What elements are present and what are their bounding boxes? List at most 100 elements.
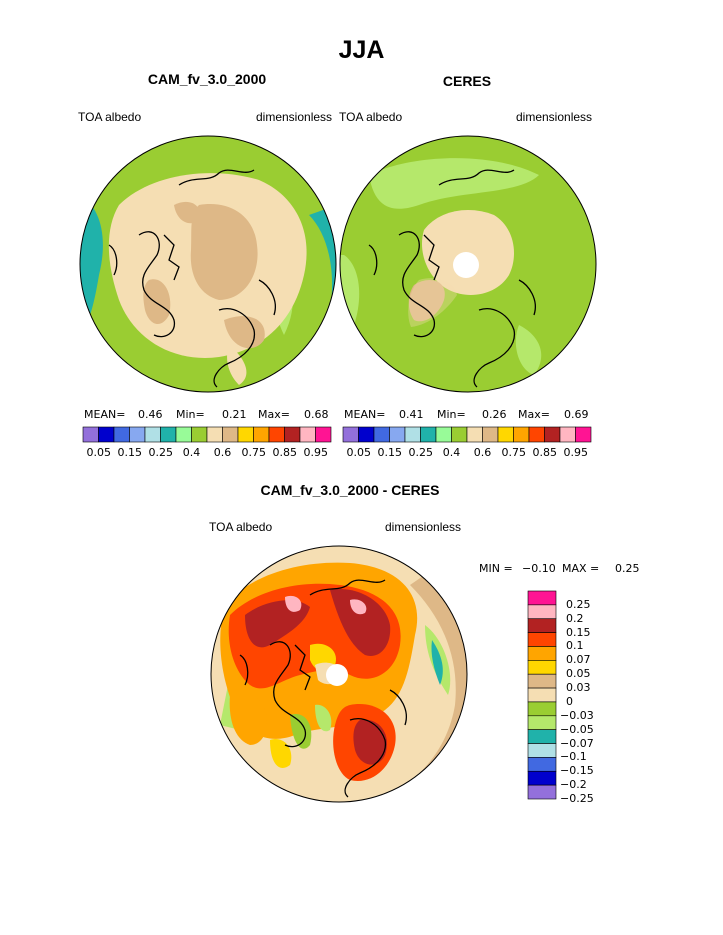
colorbar-tick-label: 0.2 [566,611,584,625]
colorbar-tick-label: 0.6 [213,446,232,459]
colorbar-tick-label: 0.15 [117,446,143,459]
min-label-model: Min= [176,408,205,421]
colorbar-swatch [527,729,557,744]
max-value-model: 0.68 [304,408,329,421]
colorbar-swatch [191,426,208,443]
colorbar-swatch [527,618,557,633]
colorbar-swatch [404,426,421,443]
colorbar-swatch [527,673,557,689]
colorbar-swatch [342,426,359,443]
colorbar-swatch [466,426,483,443]
colorbar-swatch [206,426,223,443]
colorbar-swatch [268,426,285,443]
colorbar-swatch [527,757,557,772]
colorbar-swatch [420,426,437,443]
variable-label-obs: TOA albedo [339,110,403,124]
colorbar-labels-obs: 0.05 0.15 0.25 0.4 0.6 0.75 0.85 0.95 [343,446,591,460]
colorbar-tick-label: −0.03 [560,708,594,722]
polar-map-obs [339,135,597,393]
colorbar-tick-label: 0.4 [182,446,201,459]
colorbar-tick-label: 0.03 [566,681,591,695]
colorbar-swatch [389,426,406,443]
diff-min-value: −0.10 [522,562,556,575]
colorbar-tick-label: 0.15 [566,625,591,639]
diff-max-label: MAX = [562,562,600,575]
colorbar-swatch [527,715,557,730]
colorbar-tick-label: −0.15 [560,764,594,778]
colorbar-tick-label: −0.1 [560,750,587,764]
colorbar-swatch [373,426,390,443]
colorbar-swatch [527,701,557,717]
colorbar-swatch [527,604,557,620]
variable-label-model: TOA albedo [78,110,142,124]
colorbar-tick-label: 0.95 [563,446,589,459]
colorbar-tick-label: −0.25 [560,792,594,805]
colorbar-swatch [160,426,177,443]
colorbar-model [82,426,332,443]
colorbar-swatch [237,426,254,443]
colorbar-tick-label: 0.75 [241,446,267,459]
min-value-obs: 0.26 [482,408,507,421]
min-label-obs: Min= [437,408,466,421]
colorbar-swatch [544,426,561,443]
variable-label-diff: TOA albedo [209,520,273,534]
colorbar-swatch [527,687,557,703]
colorbar-swatch [113,426,130,443]
colorbar-tick-label: 0.05 [566,667,591,681]
colorbar-tick-label: 0.95 [303,446,329,459]
colorbar-tick-label: 0.15 [377,446,403,459]
mean-value-model: 0.46 [138,408,163,421]
mean-value-obs: 0.41 [399,408,424,421]
colorbar-swatch [527,743,557,758]
colorbar-difference [527,590,557,800]
units-label-model: dimensionless [256,110,333,124]
colorbar-labels-difference: 0.25 0.2 0.15 0.1 0.07 0.05 0.03 0 −0.03 −0.05 −0.… [560,591,620,805]
colorbar-swatch [527,646,557,661]
colorbar-swatch [559,426,576,443]
colorbar-swatch [175,426,192,443]
min-value-model: 0.21 [222,408,247,421]
colorbar-swatch [527,784,557,800]
max-label-model: Max= [258,408,290,421]
units-label-obs: dimensionless [516,110,593,124]
mean-label-obs: MEAN= [344,408,386,421]
units-label-diff: dimensionless [385,520,462,534]
polar-map-difference [210,545,468,803]
colorbar-swatch [284,426,301,443]
diff-title: CAM_fv_3.0_2000 - CERES [260,482,440,498]
colorbar-labels-model: 0.05 0.15 0.25 0.4 0.6 0.75 0.85 0.95 [83,446,331,460]
page-title: JJA [338,36,385,64]
colorbar-tick-label: 0.6 [473,446,492,459]
panel-title-model: CAM_fv_3.0_2000 [147,71,267,87]
colorbar-swatch [129,426,146,443]
colorbar-swatch [82,426,99,443]
colorbar-tick-label: 0.85 [532,446,558,459]
colorbar-tick-label: 0 [566,694,573,708]
colorbar-swatch [144,426,161,443]
colorbar-swatch [222,426,239,443]
colorbar-tick-label: 0.25 [148,446,174,459]
colorbar-swatch [527,590,557,606]
max-label-obs: Max= [518,408,550,421]
colorbar-obs [342,426,592,443]
colorbar-tick-label: 0.25 [408,446,434,459]
colorbar-swatch [527,770,557,786]
panel-title-obs: CERES [442,73,492,89]
colorbar-swatch [575,426,592,443]
colorbar-swatch [528,426,545,443]
colorbar-tick-label: −0.2 [560,778,587,792]
polar-map-model [79,135,337,393]
colorbar-tick-label: 0.1 [566,639,584,653]
colorbar-swatch [482,426,499,443]
colorbar-swatch [435,426,452,443]
colorbar-swatch [527,660,557,675]
diff-min-label: MIN = [479,562,513,575]
colorbar-tick-label: 0.4 [442,446,461,459]
max-value-obs: 0.69 [564,408,589,421]
colorbar-tick-label: −0.05 [560,722,594,736]
colorbar-swatch [497,426,514,443]
colorbar-swatch [358,426,375,443]
colorbar-tick-label: 0.75 [501,446,527,459]
colorbar-tick-label: 0.85 [272,446,298,459]
colorbar-swatch [527,632,557,647]
